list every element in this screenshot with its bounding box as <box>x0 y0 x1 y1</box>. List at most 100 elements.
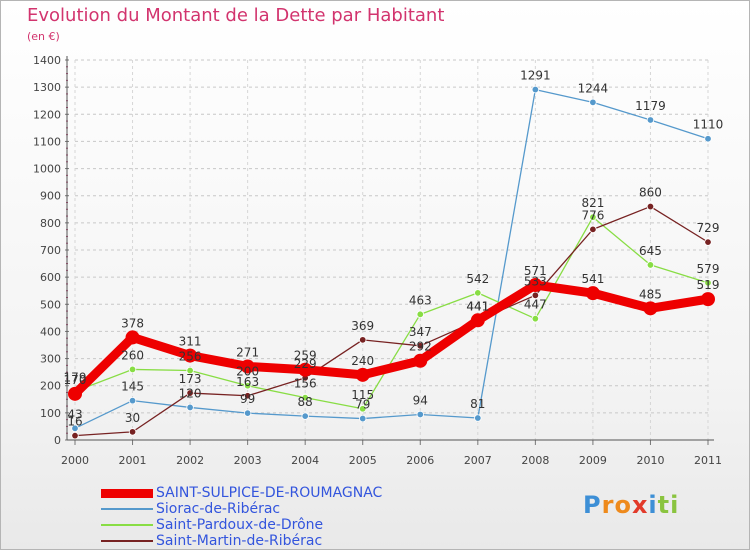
legend-label: Siorac-de-Ribérac <box>156 501 281 517</box>
data-label: 579 <box>697 262 720 276</box>
data-point <box>359 336 367 344</box>
y-tick-label: 1300 <box>33 81 61 94</box>
data-point <box>128 365 137 374</box>
data-point <box>240 359 255 374</box>
data-point <box>531 314 540 323</box>
legend-label: Saint-Martin-de-Ribérac <box>156 533 323 549</box>
data-label: 1291 <box>520 69 551 83</box>
data-point <box>413 353 428 368</box>
data-label: 292 <box>409 340 432 354</box>
y-tick-label: 0 <box>54 434 61 447</box>
y-tick-label: 200 <box>40 380 61 393</box>
data-point <box>125 330 140 345</box>
x-tick-label: 2006 <box>406 454 434 467</box>
y-tick-label: 700 <box>40 244 61 257</box>
data-point <box>186 366 194 375</box>
y-tick-label: 900 <box>40 190 61 203</box>
data-point <box>704 238 712 246</box>
data-label: 463 <box>409 293 432 307</box>
data-label: 240 <box>351 354 374 368</box>
data-point <box>704 279 712 287</box>
data-label: 200 <box>236 365 259 379</box>
data-label: 441 <box>466 299 489 313</box>
data-point <box>701 292 715 307</box>
data-point <box>128 428 137 436</box>
logo-letter: t <box>657 491 671 519</box>
data-label: 860 <box>639 186 662 200</box>
legend-label: SAINT-SULPICE-DE-ROUMAGNAC <box>156 485 383 501</box>
data-label: 145 <box>121 380 144 394</box>
data-label: 115 <box>351 388 374 402</box>
data-point <box>589 225 597 234</box>
data-label: 99 <box>240 392 255 406</box>
logo-letter: o <box>614 491 632 519</box>
x-tick-label: 2003 <box>234 454 262 467</box>
y-tick-label: 400 <box>40 325 61 338</box>
data-point <box>528 278 543 293</box>
data-point <box>359 414 367 423</box>
x-tick-label: 2009 <box>579 454 607 467</box>
data-point <box>646 116 655 124</box>
data-point <box>585 286 600 301</box>
y-tick-label: 300 <box>40 353 61 366</box>
y-tick-label: 600 <box>40 271 61 284</box>
data-label: 447 <box>524 298 547 312</box>
data-label: 170 <box>64 373 87 387</box>
data-point <box>416 410 424 419</box>
data-point <box>474 289 482 297</box>
data-point <box>301 393 309 402</box>
data-label: 533 <box>524 274 547 288</box>
y-tick-label: 500 <box>40 298 61 311</box>
data-point <box>646 261 655 269</box>
y-tick-label: 800 <box>40 217 61 230</box>
series-line <box>74 88 709 429</box>
chart-subtitle: (en €) <box>27 30 60 43</box>
legend-swatch <box>101 508 153 510</box>
x-tick-label: 2000 <box>61 454 89 467</box>
x-tick-label: 2001 <box>119 454 147 467</box>
data-point <box>183 348 198 363</box>
logo-letter: i <box>648 491 658 519</box>
series-0 <box>68 278 715 401</box>
y-tick-label: 1200 <box>33 108 61 121</box>
series-line <box>70 280 713 399</box>
data-label: 378 <box>121 316 144 330</box>
data-label: 542 <box>466 272 489 286</box>
data-label: 369 <box>351 319 374 333</box>
data-label: 776 <box>581 208 604 222</box>
data-point <box>359 405 367 413</box>
data-label: 79 <box>355 398 370 412</box>
data-point <box>416 310 424 319</box>
data-label: 94 <box>413 393 428 407</box>
data-label: 16 <box>67 415 82 429</box>
x-tick-label: 2011 <box>694 454 722 467</box>
data-label: 311 <box>179 335 202 349</box>
data-point <box>68 386 82 401</box>
x-tick-label: 2002 <box>176 454 204 467</box>
data-label: 1179 <box>635 99 666 113</box>
logo-letter: x <box>631 491 649 519</box>
data-point <box>243 409 252 417</box>
x-tick-label: 2005 <box>349 454 377 467</box>
data-point <box>474 414 482 422</box>
data-point <box>71 424 79 433</box>
y-tick-label: 1000 <box>33 163 61 176</box>
series-line <box>74 216 709 410</box>
data-point <box>128 396 137 405</box>
legend-swatch <box>101 524 153 526</box>
data-label: 1110 <box>693 118 724 132</box>
legend-swatch <box>101 540 153 542</box>
data-label: 645 <box>639 244 662 258</box>
data-point <box>355 367 370 382</box>
data-label: 81 <box>470 397 485 411</box>
series-2 <box>71 213 712 413</box>
data-label: 571 <box>524 264 547 278</box>
data-point <box>470 313 485 328</box>
grid-lines <box>74 59 709 441</box>
data-label: 729 <box>697 221 720 235</box>
data-label: 821 <box>581 196 604 210</box>
y-tick-label: 100 <box>40 407 61 420</box>
data-point <box>646 202 655 211</box>
x-tick-label: 2008 <box>521 454 549 467</box>
